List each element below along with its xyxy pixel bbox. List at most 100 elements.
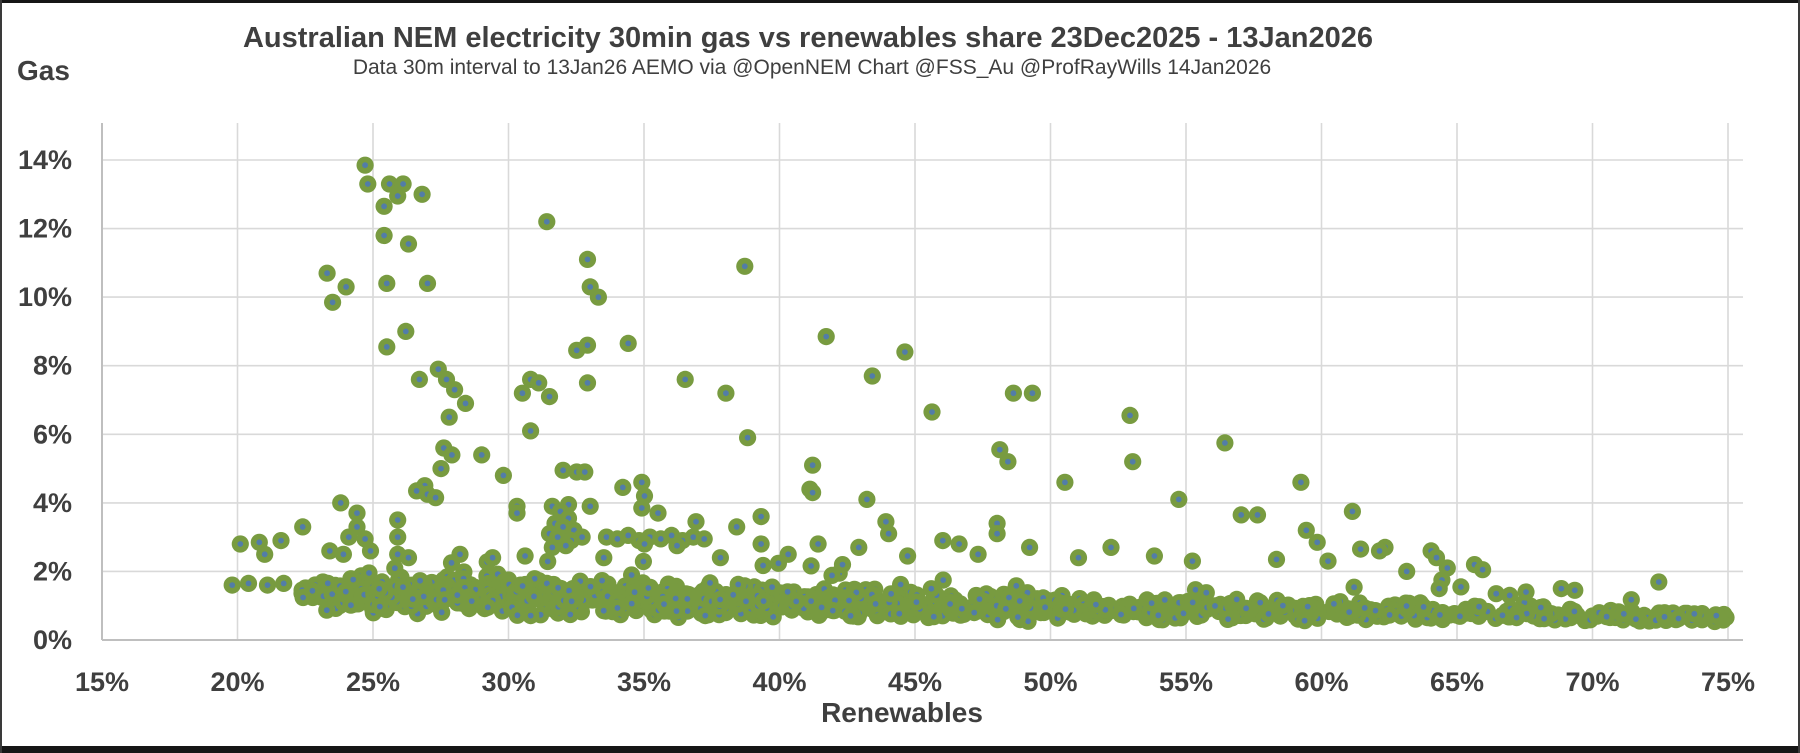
data-point-center-dot bbox=[690, 534, 697, 540]
data-point-center-dot bbox=[229, 582, 236, 588]
data-point-center-dot bbox=[1212, 603, 1218, 609]
data-point-center-dot bbox=[631, 589, 638, 596]
data-point-center-dot bbox=[872, 601, 879, 607]
x-tick-30: 30% bbox=[481, 667, 535, 697]
data-point-center-dot bbox=[1127, 412, 1133, 419]
data-point-center-dot bbox=[584, 342, 591, 349]
data-point-center-dot bbox=[1437, 612, 1443, 618]
data-point-center-dot bbox=[1304, 603, 1311, 610]
data-point-center-dot bbox=[354, 524, 360, 530]
data-point-center-dot bbox=[823, 333, 830, 340]
data-point-center-dot bbox=[413, 488, 420, 494]
data-point-center-dot bbox=[435, 366, 442, 373]
data-point-center-dot bbox=[1006, 594, 1012, 601]
data-point-center-dot bbox=[673, 608, 680, 614]
data-point-center-dot bbox=[560, 524, 566, 530]
data-point-center-dot bbox=[640, 558, 647, 565]
data-point-center-dot bbox=[818, 604, 825, 611]
data-point-center-dot bbox=[600, 554, 607, 561]
data-point-center-dot bbox=[1661, 613, 1668, 620]
x-tick-15: 15% bbox=[75, 667, 129, 697]
y-tick-0: 0% bbox=[33, 625, 72, 655]
data-point-center-dot bbox=[1161, 597, 1168, 603]
y-tick-4: 4% bbox=[33, 488, 72, 518]
x-tick-20: 20% bbox=[210, 667, 264, 697]
data-point-center-dot bbox=[1349, 508, 1356, 515]
data-point-center-dot bbox=[793, 598, 800, 605]
data-point-center-dot bbox=[1562, 616, 1569, 622]
data-point-center-dot bbox=[1005, 458, 1011, 465]
data-point-center-dot bbox=[457, 551, 463, 558]
data-point-center-dot bbox=[1148, 600, 1155, 606]
data-point-center-dot bbox=[438, 609, 445, 616]
data-point-center-dot bbox=[1002, 605, 1009, 612]
data-point-center-dot bbox=[549, 544, 556, 551]
data-point-center-dot bbox=[1222, 440, 1228, 446]
data-point-center-dot bbox=[326, 548, 333, 554]
data-point-center-dot bbox=[717, 554, 724, 561]
data-point-center-dot bbox=[735, 581, 742, 588]
data-point-center-dot bbox=[345, 534, 352, 540]
data-point-center-dot bbox=[864, 496, 870, 503]
data-point-center-dot bbox=[1042, 604, 1048, 611]
data-point-center-dot bbox=[1233, 596, 1240, 603]
data-point-center-dot bbox=[1513, 614, 1520, 621]
data-point-center-dot bbox=[855, 544, 862, 551]
data-point-center-dot bbox=[741, 263, 748, 270]
data-point-center-dot bbox=[1298, 479, 1304, 486]
data-point-center-dot bbox=[1118, 611, 1124, 618]
data-point-center-dot bbox=[587, 503, 594, 510]
data-point-center-dot bbox=[1655, 579, 1662, 585]
data-point-center-dot bbox=[770, 613, 777, 620]
data-point-center-dot bbox=[1314, 539, 1321, 546]
data-point-center-dot bbox=[381, 232, 387, 239]
data-point-center-dot bbox=[383, 280, 390, 287]
data-point-center-dot bbox=[956, 541, 962, 547]
data-point-center-dot bbox=[340, 551, 347, 558]
data-point-center-dot bbox=[1273, 556, 1280, 563]
data-point-center-dot bbox=[454, 592, 461, 598]
x-tick-40: 40% bbox=[752, 667, 806, 697]
data-point-center-dot bbox=[614, 605, 621, 611]
data-point-center-dot bbox=[896, 610, 903, 617]
data-point-center-dot bbox=[641, 493, 648, 499]
data-point-center-dot bbox=[329, 299, 336, 306]
data-point-center-dot bbox=[625, 340, 632, 347]
x-tick-50: 50% bbox=[1023, 667, 1077, 697]
data-point-center-dot bbox=[971, 609, 978, 616]
data-point-center-dot bbox=[1016, 598, 1023, 604]
x-tick-60: 60% bbox=[1294, 667, 1348, 697]
data-point-center-dot bbox=[324, 580, 331, 587]
data-point-center-dot bbox=[1062, 606, 1069, 612]
data-point-center-dot bbox=[1025, 618, 1031, 625]
data-point-center-dot bbox=[354, 510, 360, 516]
data-point-center-dot bbox=[514, 510, 520, 516]
data-point-center-dot bbox=[443, 376, 450, 383]
data-point-center-dot bbox=[645, 585, 652, 591]
data-point-center-dot bbox=[619, 484, 626, 491]
data-point-center-dot bbox=[707, 580, 713, 586]
data-point-center-dot bbox=[381, 203, 387, 210]
x-tick-25: 25% bbox=[346, 667, 400, 697]
data-point-center-dot bbox=[785, 551, 792, 558]
data-point-center-dot bbox=[568, 598, 575, 605]
data-point-center-dot bbox=[1238, 512, 1245, 518]
data-point-center-dot bbox=[994, 616, 1001, 623]
data-point-center-dot bbox=[897, 581, 904, 588]
data-point-center-dot bbox=[478, 452, 485, 458]
data-point-center-dot bbox=[562, 542, 569, 549]
data-point-center-dot bbox=[672, 595, 679, 602]
data-point-center-dot bbox=[519, 583, 526, 589]
data-point-center-dot bbox=[500, 472, 507, 479]
data-point-center-dot bbox=[1303, 527, 1310, 534]
data-point-center-dot bbox=[1325, 558, 1331, 564]
data-point-center-dot bbox=[809, 462, 816, 469]
data-point-center-dot bbox=[1029, 390, 1036, 397]
data-point-center-dot bbox=[323, 607, 330, 614]
data-point-center-dot bbox=[579, 534, 585, 540]
data-point-center-dot bbox=[600, 607, 607, 614]
x-tick-65: 65% bbox=[1430, 667, 1484, 697]
data-point-center-dot bbox=[1331, 600, 1337, 607]
data-point-center-dot bbox=[441, 596, 448, 603]
